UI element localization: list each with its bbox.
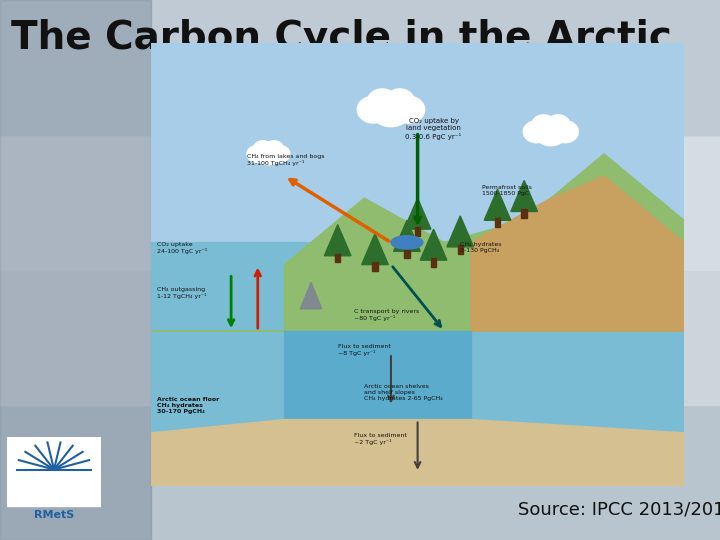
Circle shape: [371, 92, 411, 127]
Polygon shape: [284, 331, 471, 486]
Text: Arctic ocean floor
CH₄ hydrates
30-170 PgCH₄: Arctic ocean floor CH₄ hydrates 30-170 P…: [156, 397, 219, 414]
Text: RMetS: RMetS: [34, 510, 74, 521]
Circle shape: [392, 96, 425, 123]
Bar: [0, 0, 151, 540]
Circle shape: [523, 121, 549, 143]
Polygon shape: [324, 225, 351, 256]
Circle shape: [552, 121, 578, 143]
Bar: [0, 0, 720, 135]
Bar: [415, 227, 420, 236]
Ellipse shape: [391, 236, 423, 249]
Text: Flux to sediment
~8 TgC yr⁻¹: Flux to sediment ~8 TgC yr⁻¹: [338, 345, 390, 356]
Circle shape: [253, 141, 272, 156]
Circle shape: [546, 115, 570, 135]
Text: CH₄ outgassing
1-12 TgCH₄ yr⁻¹: CH₄ outgassing 1-12 TgCH₄ yr⁻¹: [156, 287, 206, 299]
Text: Flux to sediment
~2 TgC yr⁻¹: Flux to sediment ~2 TgC yr⁻¹: [354, 433, 407, 445]
Bar: [431, 258, 436, 267]
Circle shape: [269, 145, 290, 163]
Bar: [7, 437, 101, 507]
Circle shape: [367, 89, 397, 113]
Polygon shape: [361, 234, 388, 265]
Polygon shape: [484, 190, 511, 220]
Text: Permafrost soils
1500-1850 PgC: Permafrost soils 1500-1850 PgC: [482, 185, 531, 195]
Bar: [151, 242, 684, 486]
Circle shape: [534, 118, 567, 146]
Polygon shape: [151, 420, 684, 486]
Circle shape: [385, 89, 415, 113]
Bar: [521, 209, 527, 218]
Bar: [0, 405, 720, 540]
Bar: [405, 249, 410, 258]
Polygon shape: [405, 198, 431, 229]
Polygon shape: [447, 216, 474, 247]
Text: C transport by rivers
~80 TgC yr⁻¹: C transport by rivers ~80 TgC yr⁻¹: [354, 309, 419, 321]
Bar: [0, 135, 720, 270]
Polygon shape: [300, 282, 322, 309]
Text: Source: IPCC 2013/2014: Source: IPCC 2013/2014: [518, 501, 720, 518]
Bar: [458, 245, 463, 253]
Circle shape: [247, 145, 268, 163]
Bar: [335, 253, 341, 262]
Circle shape: [531, 115, 556, 135]
Text: CO₂ uptake by
land vegetation
0.3-0.6 PgC yr⁻¹: CO₂ uptake by land vegetation 0.3-0.6 Pg…: [405, 118, 462, 140]
Polygon shape: [151, 154, 684, 331]
Bar: [0, 270, 720, 405]
Text: CH₄ hydrates
3-130 PgCH₄: CH₄ hydrates 3-130 PgCH₄: [460, 242, 502, 253]
Text: Arctic ocean shelves
and shelf slopes
CH₄ hydrates 2-65 PgCH₄: Arctic ocean shelves and shelf slopes CH…: [364, 384, 443, 401]
Text: CH₄ from lakes and bogs
31-100 TgCH₄ yr⁻¹: CH₄ from lakes and bogs 31-100 TgCH₄ yr⁻…: [247, 154, 325, 166]
Circle shape: [265, 141, 284, 156]
Polygon shape: [511, 180, 537, 212]
Bar: [151, 43, 684, 309]
Text: The Carbon Cycle in the Arctic: The Carbon Cycle in the Arctic: [11, 19, 672, 57]
Polygon shape: [394, 220, 420, 251]
Polygon shape: [420, 229, 447, 260]
Bar: [372, 262, 377, 271]
Text: CO₂ uptake
24-100 TgC yr⁻¹: CO₂ uptake 24-100 TgC yr⁻¹: [156, 242, 207, 254]
Bar: [151, 433, 684, 486]
Bar: [495, 218, 500, 227]
Circle shape: [357, 96, 390, 123]
Circle shape: [256, 143, 282, 165]
Bar: [0, 0, 720, 135]
Polygon shape: [471, 176, 684, 331]
